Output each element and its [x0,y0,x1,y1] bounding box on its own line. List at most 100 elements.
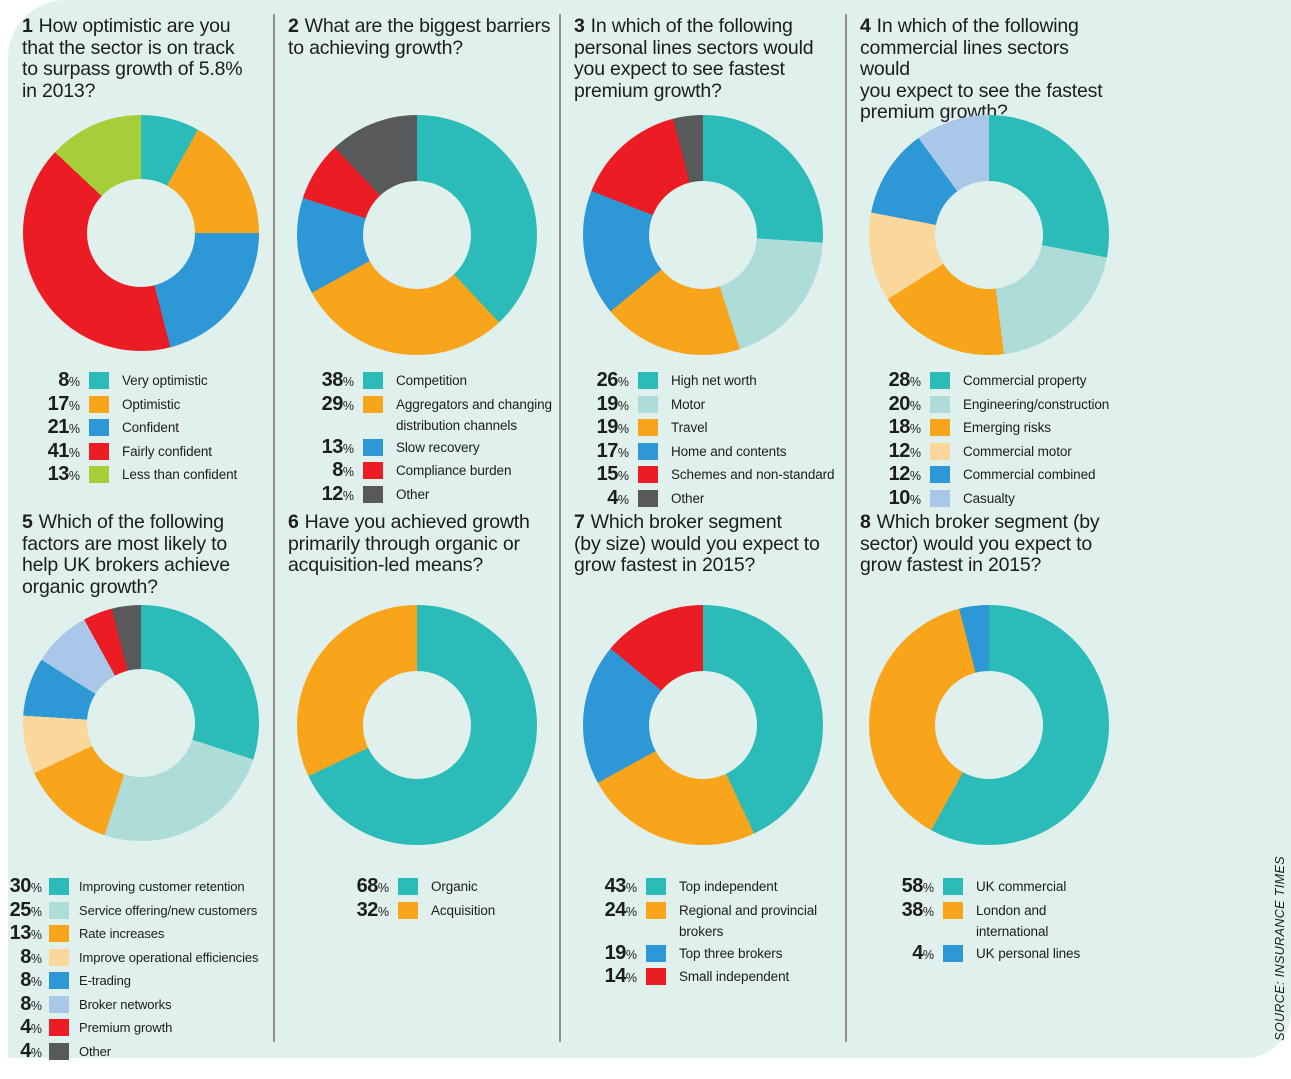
legend-color-swatch [638,489,658,507]
legend-color-swatch [930,395,950,413]
legend-value: 19% [604,941,637,964]
legend-color-swatch [930,419,950,436]
legend-label: Commercial combined [963,467,1096,482]
legend-label: Compliance burden [396,463,512,478]
percent-sign: % [909,469,921,483]
legend-color-swatch [638,372,658,389]
legend-label: London and international [976,902,1049,940]
chart-1-legend: 8% Very optimistic 17% Optimistic 21% Confide… [34,369,238,488]
legend-color-swatch [398,878,418,895]
percent-sign: % [909,375,921,389]
chart-4-question-text: In which of the following commercial lin… [860,15,1103,123]
legend-value: 13% [47,463,80,485]
percent-sign: % [30,928,42,942]
chart-6-organic-vs-acquisition: 6 Have you achieved growth primarily thro… [274,511,559,1058]
legend-value: 8% [20,992,42,1015]
legend-row: 38% London and international [888,898,1080,943]
legend-label: Optimistic [122,396,181,412]
legend-row: 41% Fairly confident [34,440,237,465]
legend-color-swatch [398,901,418,919]
percent-sign: % [617,492,629,507]
legend-label: Organic [431,879,478,894]
percent-sign: % [625,904,637,919]
percent-sign: % [625,971,637,985]
chart-3-legend: 26% High net worth 19% Motor 19% Travel 17% Hom… [583,369,835,512]
legend-row: 68% Organic [343,875,495,900]
chart-8-question-text: Which broker segment (by sector) would y… [860,511,1100,576]
chart-8-donut [868,605,1109,845]
legend-label: Regional and provincial brokers [679,902,818,940]
chart-7-broker-segment-size: 7 Which broker segment (by size) would yo… [560,511,845,1058]
source-note: SOURCE: INSURANCE TIMES [1273,856,1287,1041]
chart-6-donut-hole [362,671,471,779]
chart-1-donut-hole [86,179,195,287]
legend-label: Improve operational efficiencies [79,949,259,965]
legend-label: Emerging risks [963,420,1051,435]
legend-color-swatch [943,878,963,895]
legend-value: 18% [888,416,921,438]
legend-row: 12% Other [308,482,552,508]
legend-label: Small independent [679,969,790,984]
legend-value: 28% [888,369,921,391]
chart-6-number: 6 [288,511,299,533]
legend-value: 58% [901,875,934,897]
legend-color-swatch [930,489,950,507]
legend-value: 8% [20,969,42,991]
legend-value: 12% [321,482,354,505]
legend-row: 26% High net worth [583,369,834,394]
legend-row: 30% Improving customer retention [8,875,258,900]
legend-row: 28% Commercial property [875,369,1109,394]
percent-sign: % [342,488,354,503]
legend-value: 21% [47,416,80,438]
percent-sign: % [30,904,42,919]
legend-value: 38% [321,369,354,391]
percent-sign: % [30,881,42,895]
legend-value: 38% [901,898,934,921]
legend-label: Commercial motor [963,443,1072,459]
legend-row: 21% Confident [34,416,237,441]
chart-7-number: 7 [574,511,585,533]
legend-label: UK commercial [976,879,1067,894]
percent-sign: % [30,1045,42,1060]
legend-value: 17% [47,392,80,415]
chart-6-question: 6 Have you achieved growth primarily thro… [274,511,559,577]
legend-value: 4% [912,941,934,964]
legend-row: 13% Rate increases [8,922,258,947]
legend-label: Aggregators and changing distribution ch… [396,396,552,434]
legend-value: 10% [888,486,921,509]
chart-4-donut [868,115,1109,355]
legend-label: Schemes and non-standard [671,467,835,482]
legend-value: 24% [604,898,637,921]
legend-row: 4% Other [583,487,834,512]
chart-2-legend: 38% Competition 29% Aggregators and changin… [308,369,552,508]
chart-3-donut-hole [648,181,757,289]
percent-sign: % [342,398,354,413]
legend-value: 17% [596,439,629,462]
legend-row: 19% Motor [583,393,834,418]
legend-label: Travel [671,420,708,435]
chart-3-question-text: In which of the following personal lines… [574,15,814,102]
legend-value: 15% [596,463,629,485]
legend-value: 26% [596,369,629,391]
chart-1-number: 1 [22,15,33,37]
chart-8-number: 8 [860,511,871,533]
legend-row: 58% UK commercial [888,875,1080,900]
legend-color-swatch [363,485,383,503]
legend-label: Competition [396,373,467,388]
percent-sign: % [617,445,629,460]
chart-3-question: 3 In which of the following personal line… [560,15,845,102]
legend-color-swatch [49,1019,69,1036]
chart-2-donut-hole [362,181,471,289]
legend-color-swatch [638,466,658,483]
chart-5-donut [22,605,259,841]
chart-3-personal-lines: 3 In which of the following personal line… [560,15,845,508]
legend-value: 8% [332,459,354,481]
legend-color-swatch [646,901,666,919]
chart-6-legend: 68% Organic 32% Acquisition [343,875,496,923]
chart-5-donut-hole [86,669,195,777]
legend-label: Home and contents [671,443,787,459]
legend-color-swatch [49,972,69,989]
chart-2-question-text: What are the biggest barriers to achievi… [288,15,551,59]
percent-sign: % [909,398,921,413]
